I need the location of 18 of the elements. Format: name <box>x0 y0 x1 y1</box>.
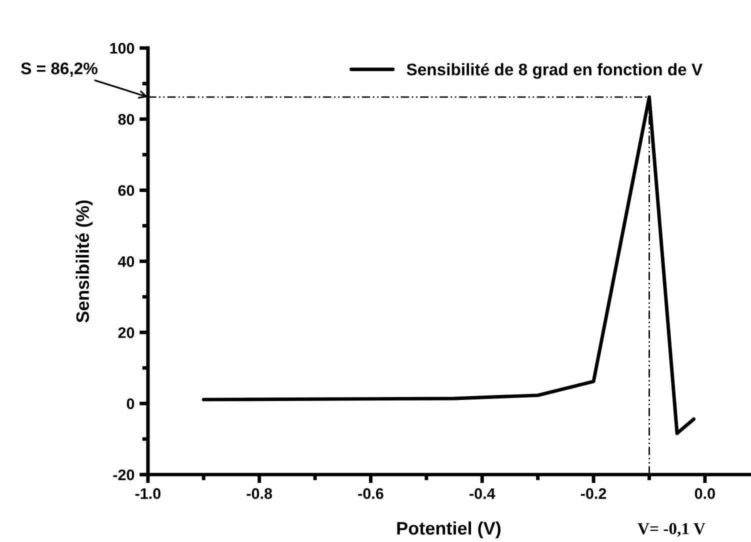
y-axis-title: Sensibilité (%) <box>76 200 93 322</box>
x-tick-label: -0.6 <box>358 488 384 499</box>
y-tick-label: 60 <box>118 185 134 196</box>
x-tick-label: -0.8 <box>246 488 272 499</box>
ref-line-label: V= -0,1 V <box>638 523 706 537</box>
x-tick-label: -0.2 <box>580 488 606 499</box>
y-tick-label: 0 <box>126 398 134 410</box>
y-tick-label: 40 <box>118 256 134 267</box>
y-tick-label: 80 <box>118 114 134 125</box>
x-tick-label: 0.0 <box>694 488 715 499</box>
x-tick-label: -0.4 <box>470 488 496 499</box>
x-tick-label: -1.0 <box>135 488 160 499</box>
y-tick-label: 100 <box>110 42 134 54</box>
legend-label: Sensibilité de 8 grad en fonction de V <box>406 63 702 79</box>
ref-line-label: S = 86,2% <box>21 62 98 77</box>
y-tick-label: -20 <box>113 469 134 480</box>
y-tick-label: 20 <box>118 327 134 338</box>
x-axis-title: Potentiel (V) <box>397 521 500 538</box>
